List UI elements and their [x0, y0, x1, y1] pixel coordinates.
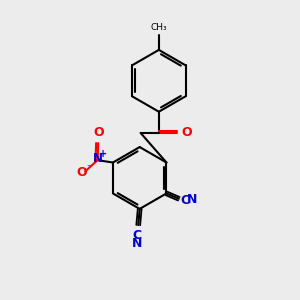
Text: O: O — [181, 126, 191, 140]
Text: C: C — [180, 194, 189, 207]
Text: N: N — [187, 194, 197, 206]
Text: +: + — [99, 149, 107, 159]
Text: CH₃: CH₃ — [151, 22, 167, 32]
Text: N: N — [93, 152, 103, 166]
Text: O: O — [93, 126, 104, 139]
Text: C: C — [132, 229, 141, 242]
Text: ⁻: ⁻ — [86, 163, 92, 173]
Text: O: O — [76, 166, 87, 179]
Text: N: N — [132, 237, 142, 250]
